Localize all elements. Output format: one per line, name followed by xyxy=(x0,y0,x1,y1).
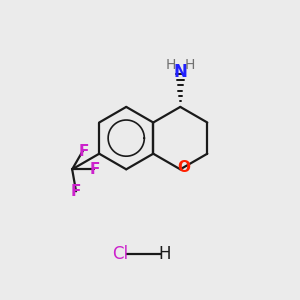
Text: O: O xyxy=(177,160,190,175)
Text: H: H xyxy=(159,245,171,263)
Text: Cl: Cl xyxy=(112,245,128,263)
Text: F: F xyxy=(71,184,81,199)
Text: F: F xyxy=(89,162,100,177)
Text: H: H xyxy=(166,58,176,72)
Text: F: F xyxy=(78,144,88,159)
Text: N: N xyxy=(173,63,187,81)
Text: H: H xyxy=(184,58,195,72)
